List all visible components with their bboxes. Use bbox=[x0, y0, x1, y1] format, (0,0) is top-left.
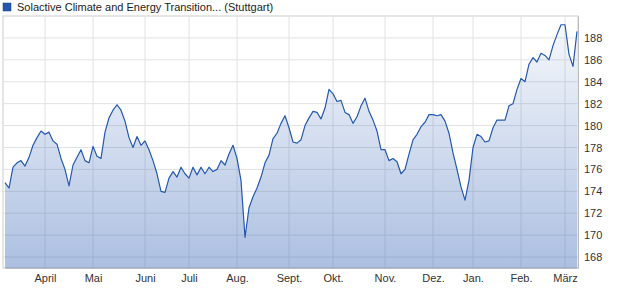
y-tick: 186 bbox=[578, 54, 602, 66]
y-tick: 180 bbox=[578, 120, 602, 132]
x-tick-label: Nov. bbox=[375, 272, 397, 284]
y-tick: 172 bbox=[578, 207, 602, 219]
x-tick: Juli bbox=[181, 268, 198, 284]
y-tick-label: 186 bbox=[584, 54, 602, 66]
x-tick-label: Juni bbox=[135, 272, 155, 284]
plot-frame bbox=[3, 16, 578, 268]
y-axis: 168 170 172 174 176 178 180 182 184 186 188 bbox=[578, 17, 602, 269]
grid-line-y bbox=[3, 81, 578, 82]
x-tick-label: Feb. bbox=[510, 272, 532, 284]
x-axis: April Mai Juni Juli Aug. Sept. Okt. Nov. Dez. Jan… bbox=[6, 268, 578, 284]
x-tick-label: Aug. bbox=[226, 272, 249, 284]
x-tick: April bbox=[34, 268, 56, 284]
chart-svg: 168 170 172 174 176 178 180 182 184 186 188 April Ma… bbox=[0, 0, 620, 300]
x-tick-label: Sept. bbox=[277, 272, 303, 284]
y-tick: 182 bbox=[578, 98, 602, 110]
x-axis-line bbox=[6, 268, 578, 269]
y-tick-label: 174 bbox=[584, 185, 602, 197]
x-tick: Sept. bbox=[277, 268, 303, 284]
x-tick: März bbox=[553, 268, 577, 284]
y-tick: 188 bbox=[578, 32, 602, 44]
y-tick-label: 172 bbox=[584, 207, 602, 219]
x-tick-label: Juli bbox=[181, 272, 198, 284]
x-tick-label: Dez. bbox=[422, 272, 445, 284]
legend-label: Solactive Climate and Energy Transition.… bbox=[17, 1, 273, 13]
plot-area bbox=[5, 25, 577, 268]
x-tick: Feb. bbox=[510, 268, 532, 284]
series-area bbox=[5, 25, 577, 268]
legend-swatch bbox=[3, 3, 11, 11]
grid bbox=[3, 16, 578, 268]
grid-line-y bbox=[3, 103, 578, 104]
grid-line-y bbox=[3, 37, 578, 38]
chart-container: 168 170 172 174 176 178 180 182 184 186 188 April Ma… bbox=[0, 0, 620, 300]
legend: Solactive Climate and Energy Transition.… bbox=[3, 1, 273, 13]
y-tick-label: 180 bbox=[584, 120, 602, 132]
x-tick-label: Okt. bbox=[323, 272, 343, 284]
y-tick-label: 170 bbox=[584, 229, 602, 241]
x-tick: Okt. bbox=[323, 268, 343, 284]
series-line bbox=[5, 25, 577, 238]
x-tick: Dez. bbox=[422, 268, 445, 284]
y-tick-label: 176 bbox=[584, 163, 602, 175]
x-tick: Juni bbox=[135, 268, 155, 284]
y-tick: 174 bbox=[578, 185, 602, 197]
y-tick: 184 bbox=[578, 76, 602, 88]
x-tick-label: Jan. bbox=[463, 272, 484, 284]
y-tick: 178 bbox=[578, 141, 602, 153]
y-tick-label: 188 bbox=[584, 32, 602, 44]
x-tick: Nov. bbox=[375, 268, 397, 284]
y-tick-label: 182 bbox=[584, 98, 602, 110]
x-tick: Aug. bbox=[226, 268, 249, 284]
x-tick: Jan. bbox=[463, 268, 484, 284]
grid-line-y bbox=[3, 125, 578, 126]
x-tick: Mai bbox=[85, 268, 103, 284]
y-tick: 168 bbox=[578, 251, 602, 263]
y-tick-label: 168 bbox=[584, 251, 602, 263]
grid-line-y bbox=[3, 59, 578, 60]
y-tick-label: 184 bbox=[584, 76, 602, 88]
y-tick: 170 bbox=[578, 229, 602, 241]
y-tick: 176 bbox=[578, 163, 602, 175]
y-tick-label: 178 bbox=[584, 141, 602, 153]
x-tick-label: März bbox=[553, 272, 577, 284]
x-tick-label: April bbox=[34, 272, 56, 284]
y-axis-line bbox=[578, 17, 579, 269]
x-tick-label: Mai bbox=[85, 272, 103, 284]
